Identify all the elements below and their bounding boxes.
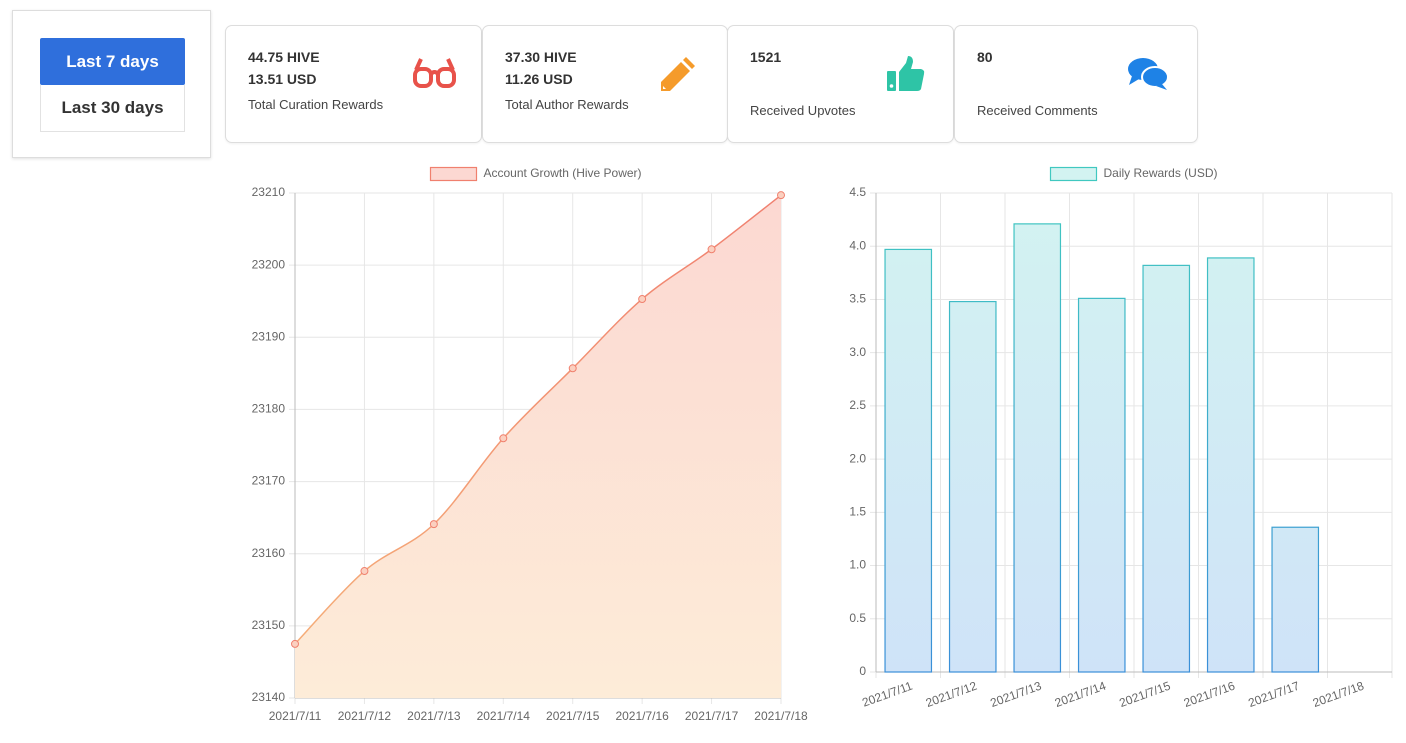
pencil-icon: [661, 57, 695, 91]
x-tick-label: 2021/7/18: [754, 709, 808, 723]
stat-card: 37.30 HIVE 11.26 USD Total Author Reward…: [482, 25, 728, 143]
stat-label: Received Upvotes: [750, 103, 856, 118]
legend-swatch: [1049, 166, 1098, 182]
x-tick-label: 2021/7/15: [546, 709, 600, 723]
y-tick-label: 1.5: [849, 505, 866, 519]
y-tick-label: 1.0: [849, 558, 866, 572]
stat-value: 37.30 HIVE: [505, 49, 577, 65]
legend-label: Account Growth (Hive Power): [484, 166, 642, 180]
x-tick-label: 2021/7/12: [924, 679, 979, 711]
stat-card: 80 Received Comments: [954, 25, 1198, 143]
point: [291, 639, 299, 648]
x-tick-label: 2021/7/11: [860, 679, 914, 710]
point: [777, 191, 785, 200]
bar: [1271, 526, 1320, 673]
point: [568, 364, 577, 373]
y-tick-label: 23160: [252, 546, 286, 560]
y-tick-label: 23200: [252, 257, 286, 271]
x-tick-label: 2021/7/17: [1246, 679, 1301, 711]
y-tick-label: 23180: [252, 402, 286, 416]
comments-icon: [1128, 58, 1169, 90]
y-tick-label: 2.5: [849, 398, 866, 412]
stat-label: Total Curation Rewards: [248, 97, 384, 112]
x-tick-label: 2021/7/14: [1053, 679, 1108, 711]
bar: [948, 300, 997, 673]
stat-label: Total Author Rewards: [505, 97, 629, 112]
point: [499, 434, 508, 443]
y-tick-label: 3.0: [849, 345, 866, 359]
point: [360, 567, 369, 576]
stat-value: 1521: [750, 49, 782, 65]
stat-value: 44.75 HIVE: [248, 49, 320, 65]
range-panel: Last 7 days Last 30 days: [12, 10, 211, 158]
x-tick-label: 2021/7/13: [988, 679, 1043, 711]
x-tick-label: 2021/7/18: [1311, 679, 1366, 711]
thumbs-up-icon: [887, 56, 925, 91]
range-button[interactable]: Last 7 days: [40, 38, 185, 85]
bar: [1013, 223, 1062, 673]
stat-value: 80: [977, 49, 993, 65]
range-button[interactable]: Last 30 days: [40, 85, 185, 132]
y-tick-label: 3.5: [849, 292, 866, 306]
bar: [884, 248, 933, 673]
x-tick-label: 2021/7/15: [1117, 679, 1172, 711]
bar: [1206, 257, 1255, 673]
y-tick-label: 23190: [252, 329, 286, 343]
x-tick-label: 2021/7/17: [685, 709, 739, 723]
x-tick-label: 2021/7/14: [477, 709, 531, 723]
y-tick-label: 0.5: [849, 611, 866, 625]
point: [429, 520, 438, 529]
y-tick-label: 23150: [252, 618, 286, 632]
x-tick-label: 2021/7/13: [407, 709, 461, 723]
bar: [1142, 264, 1191, 673]
y-tick-label: 0: [859, 664, 866, 678]
point: [638, 295, 647, 304]
stat-card: 1521 Received Upvotes: [727, 25, 954, 143]
legend-label: Daily Rewards (USD): [1104, 166, 1218, 180]
legend-swatch: [429, 166, 478, 182]
stat-card: 44.75 HIVE 13.51 USD Total Curation Rewa…: [225, 25, 482, 143]
stat-value: 11.26 USD: [505, 71, 573, 87]
x-tick-label: 2021/7/12: [338, 709, 392, 723]
area: [295, 195, 781, 698]
x-tick-label: 2021/7/11: [269, 709, 322, 723]
y-tick-label: 23170: [252, 474, 286, 488]
point: [707, 245, 716, 254]
y-tick-label: 23210: [252, 185, 286, 199]
stat-value: 13.51 USD: [248, 71, 317, 87]
bar: [1077, 297, 1126, 673]
glasses-icon: [413, 58, 456, 88]
x-tick-label: 2021/7/16: [1182, 679, 1237, 711]
y-tick-label: 2.0: [849, 451, 866, 465]
y-tick-label: 4.5: [849, 185, 866, 199]
y-tick-label: 4.0: [849, 238, 866, 252]
y-tick-label: 23140: [252, 690, 286, 704]
stat-label: Received Comments: [977, 103, 1098, 118]
x-tick-label: 2021/7/16: [615, 709, 669, 723]
